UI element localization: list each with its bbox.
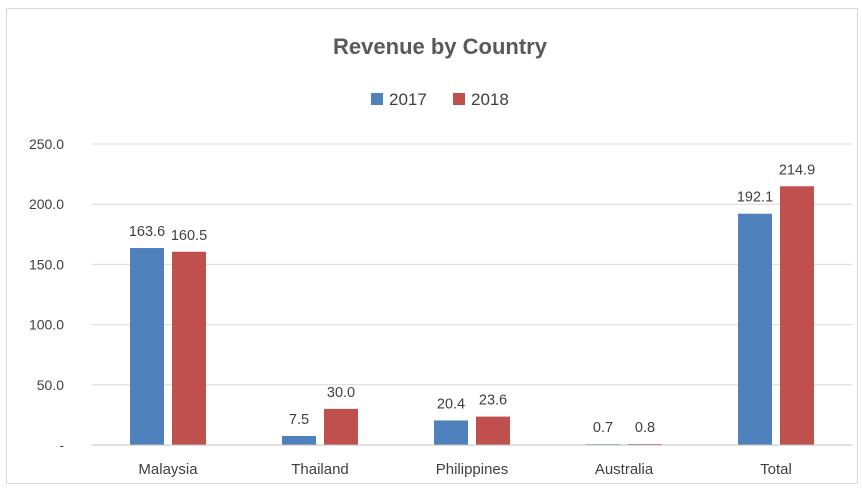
data-labels: 163.6 160.5 7.5 30.0 20.4 23.6 0.7 0.8 192.1 214.… xyxy=(129,162,815,436)
category-label: Malaysia xyxy=(138,461,198,478)
category-label: Total xyxy=(760,461,792,478)
y-tick-label: 100.0 xyxy=(29,317,64,333)
category-label: Philippines xyxy=(436,461,509,478)
y-tick-label: 200.0 xyxy=(29,196,64,212)
legend-swatch-2017 xyxy=(371,93,383,105)
bars xyxy=(130,186,814,445)
bar-2017-thailand xyxy=(282,435,316,445)
y-tick-label: 50.0 xyxy=(37,377,64,393)
data-label: 30.0 xyxy=(327,385,355,401)
legend: 2017 2018 xyxy=(371,90,509,109)
data-label: 214.9 xyxy=(779,162,815,178)
data-label: 7.5 xyxy=(289,412,309,428)
legend-label-2017: 2017 xyxy=(389,90,427,109)
bar-2018-thailand xyxy=(324,408,358,445)
bar-2017-malaysia xyxy=(130,248,164,445)
category-label: Australia xyxy=(595,461,654,478)
data-label: 23.6 xyxy=(479,393,507,409)
y-tick-label: 150.0 xyxy=(29,256,64,272)
bar-2018-total xyxy=(780,186,814,445)
data-label: 0.7 xyxy=(593,420,613,436)
data-label: 192.1 xyxy=(737,190,773,206)
data-label: 0.8 xyxy=(635,420,655,436)
y-tick-label: - xyxy=(59,437,64,453)
y-tick-label: 250.0 xyxy=(29,136,64,152)
legend-label-2018: 2018 xyxy=(471,90,509,109)
chart-title: Revenue by Country xyxy=(333,34,548,59)
data-label: 163.6 xyxy=(129,224,165,240)
bar-2018-malaysia xyxy=(172,251,206,445)
bar-2017-philippines xyxy=(434,420,468,445)
x-axis: Malaysia Thailand Philippines Australia Tota… xyxy=(138,461,791,478)
gridlines xyxy=(92,143,852,386)
legend-swatch-2018 xyxy=(453,93,465,105)
y-axis: - 50.0 100.0 150.0 200.0 250.0 xyxy=(29,136,64,453)
bar-2017-total xyxy=(738,213,772,445)
data-label: 160.5 xyxy=(171,228,207,244)
data-label: 20.4 xyxy=(437,396,465,412)
category-label: Thailand xyxy=(291,461,349,478)
bar-2018-philippines xyxy=(476,416,510,445)
